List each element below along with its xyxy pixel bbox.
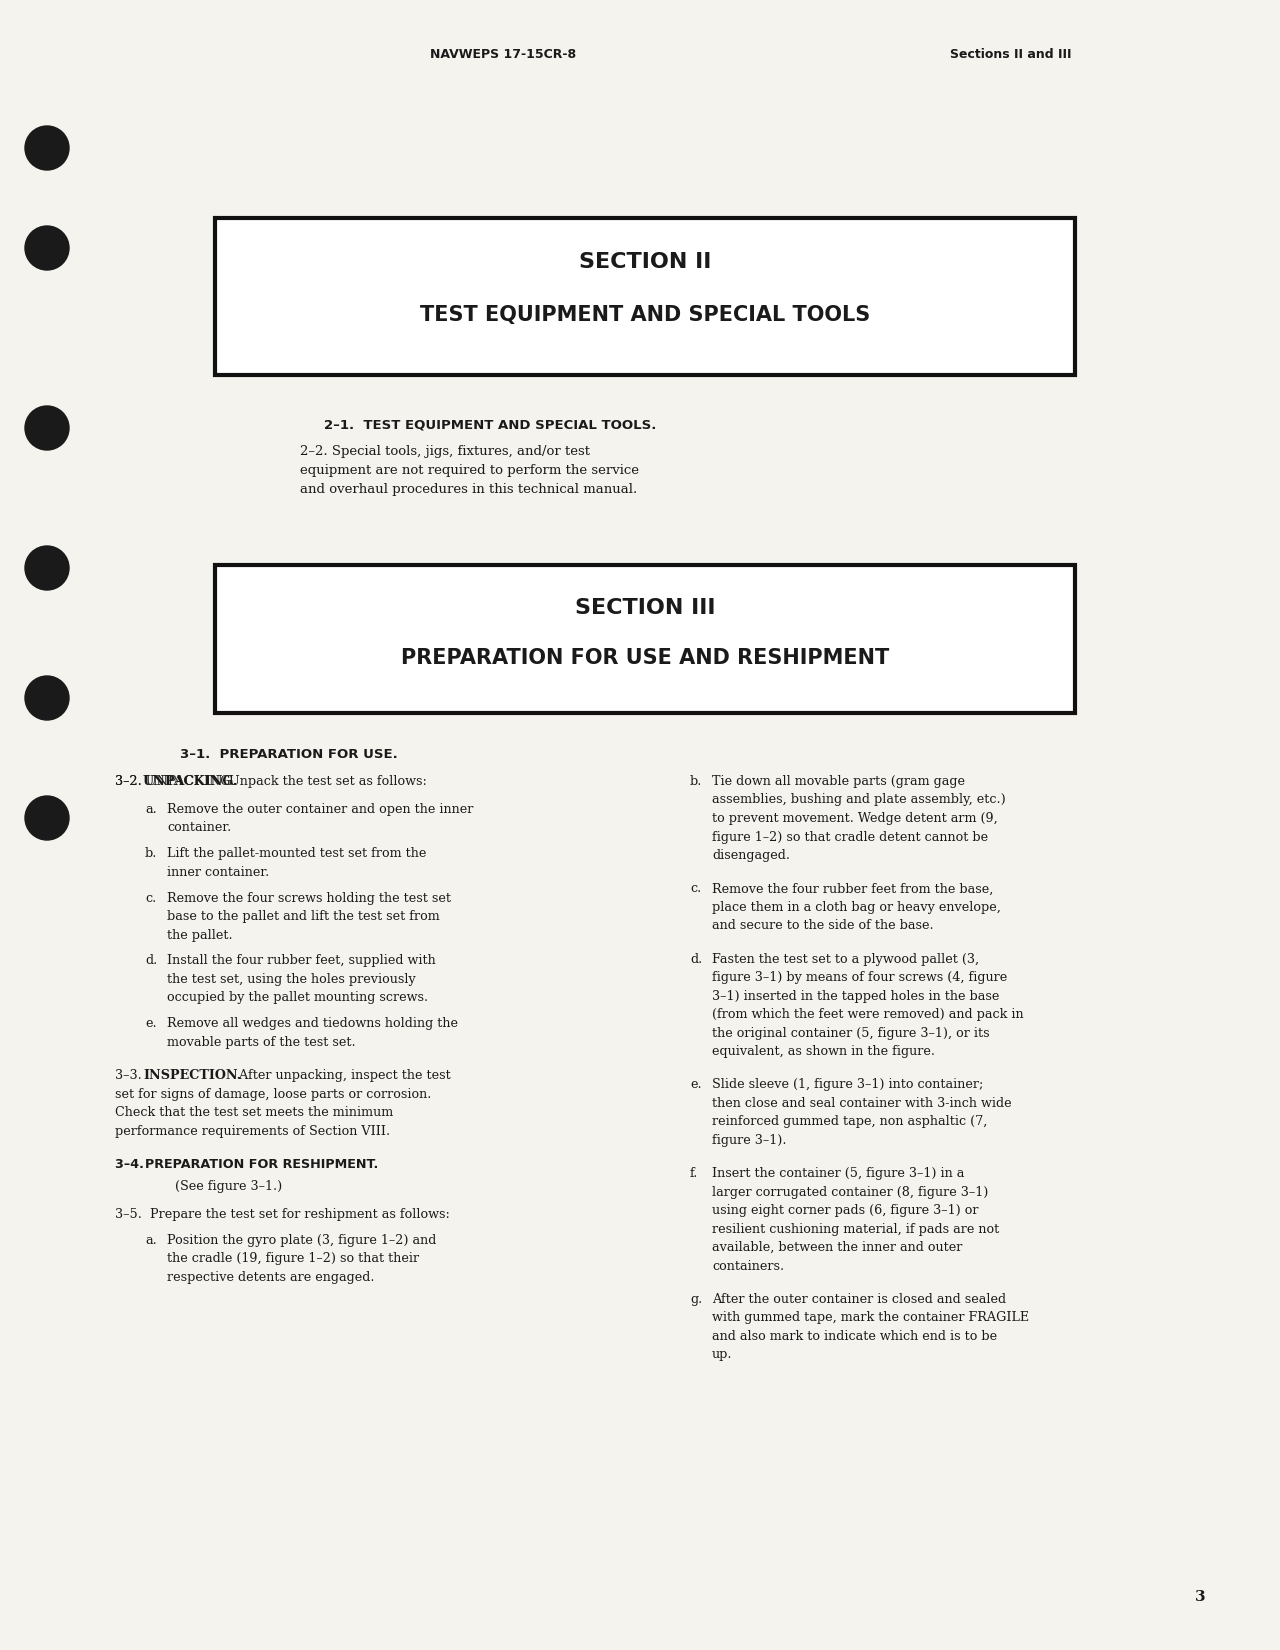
Text: base to the pallet and lift the test set from: base to the pallet and lift the test set… <box>166 911 440 922</box>
Text: Insert the container (5, figure 3–1) in a: Insert the container (5, figure 3–1) in … <box>712 1167 964 1180</box>
Text: disengaged.: disengaged. <box>712 850 790 861</box>
Text: g.: g. <box>690 1294 703 1307</box>
Bar <box>215 218 1075 375</box>
Text: figure 3–1).: figure 3–1). <box>712 1134 786 1147</box>
Circle shape <box>26 406 69 450</box>
Text: 3–2.: 3–2. <box>115 776 146 789</box>
Circle shape <box>26 226 69 271</box>
Text: available, between the inner and outer: available, between the inner and outer <box>712 1241 963 1254</box>
Text: up.: up. <box>712 1348 732 1361</box>
Text: 3–1.  PREPARATION FOR USE.: 3–1. PREPARATION FOR USE. <box>180 747 398 761</box>
Text: Lift the pallet-mounted test set from the: Lift the pallet-mounted test set from th… <box>166 846 426 860</box>
Text: Remove the outer container and open the inner: Remove the outer container and open the … <box>166 804 474 815</box>
Text: figure 1–2) so that cradle detent cannot be: figure 1–2) so that cradle detent cannot… <box>712 830 988 843</box>
Text: set for signs of damage, loose parts or corrosion.: set for signs of damage, loose parts or … <box>115 1087 431 1101</box>
Circle shape <box>26 125 69 170</box>
Text: 3–2. UNPACKING.: 3–2. UNPACKING. <box>115 776 234 789</box>
Text: PREPARATION FOR RESHIPMENT.: PREPARATION FOR RESHIPMENT. <box>145 1158 379 1172</box>
Text: 2–2. Special tools, jigs, fixtures, and/or test: 2–2. Special tools, jigs, fixtures, and/… <box>300 446 590 459</box>
Text: 3–4.: 3–4. <box>115 1158 148 1172</box>
Text: equipment are not required to perform the service: equipment are not required to perform th… <box>300 464 639 477</box>
Text: b.: b. <box>690 776 703 789</box>
Text: 3–5.: 3–5. <box>115 1208 142 1221</box>
Text: and also mark to indicate which end is to be: and also mark to indicate which end is t… <box>712 1330 997 1343</box>
Text: Tie down all movable parts (gram gage: Tie down all movable parts (gram gage <box>712 776 965 789</box>
Text: c.: c. <box>145 891 156 904</box>
Text: the pallet.: the pallet. <box>166 929 233 942</box>
Text: Remove the four screws holding the test set: Remove the four screws holding the test … <box>166 891 451 904</box>
Text: Position the gyro plate (3, figure 1–2) and: Position the gyro plate (3, figure 1–2) … <box>166 1234 436 1247</box>
Text: d.: d. <box>690 952 703 965</box>
Text: 2–1.  TEST EQUIPMENT AND SPECIAL TOOLS.: 2–1. TEST EQUIPMENT AND SPECIAL TOOLS. <box>324 417 657 431</box>
Text: using eight corner pads (6, figure 3–1) or: using eight corner pads (6, figure 3–1) … <box>712 1204 978 1218</box>
Text: TEST EQUIPMENT AND SPECIAL TOOLS: TEST EQUIPMENT AND SPECIAL TOOLS <box>420 305 870 325</box>
Text: Unpack the test set as follows:: Unpack the test set as follows: <box>225 776 426 789</box>
Text: with gummed tape, mark the container FRAGILE: with gummed tape, mark the container FRA… <box>712 1312 1029 1325</box>
Text: place them in a cloth bag or heavy envelope,: place them in a cloth bag or heavy envel… <box>712 901 1001 914</box>
Text: Slide sleeve (1, figure 3–1) into container;: Slide sleeve (1, figure 3–1) into contai… <box>712 1079 983 1091</box>
Text: NAVWEPS 17-15CR-8: NAVWEPS 17-15CR-8 <box>430 48 576 61</box>
Text: Remove the four rubber feet from the base,: Remove the four rubber feet from the bas… <box>712 883 993 896</box>
Text: performance requirements of Section VIII.: performance requirements of Section VIII… <box>115 1125 390 1137</box>
Text: 3–3.: 3–3. <box>115 1069 146 1082</box>
Text: and overhaul procedures in this technical manual.: and overhaul procedures in this technica… <box>300 483 637 497</box>
Text: figure 3–1) by means of four screws (4, figure: figure 3–1) by means of four screws (4, … <box>712 972 1007 983</box>
Text: (See figure 3–1.): (See figure 3–1.) <box>175 1180 283 1193</box>
Text: larger corrugated container (8, figure 3–1): larger corrugated container (8, figure 3… <box>712 1186 988 1198</box>
Text: SECTION II: SECTION II <box>579 252 712 272</box>
Text: movable parts of the test set.: movable parts of the test set. <box>166 1036 356 1049</box>
Bar <box>215 564 1075 713</box>
Text: 3–1) inserted in the tapped holes in the base: 3–1) inserted in the tapped holes in the… <box>712 990 1000 1003</box>
Text: 3: 3 <box>1194 1591 1206 1604</box>
Text: then close and seal container with 3-inch wide: then close and seal container with 3-inc… <box>712 1097 1011 1110</box>
Text: and secure to the side of the base.: and secure to the side of the base. <box>712 919 933 932</box>
Text: f.: f. <box>690 1167 699 1180</box>
Text: inner container.: inner container. <box>166 866 269 879</box>
Text: Remove all wedges and tiedowns holding the: Remove all wedges and tiedowns holding t… <box>166 1018 458 1030</box>
Text: resilient cushioning material, if pads are not: resilient cushioning material, if pads a… <box>712 1223 1000 1236</box>
Text: b.: b. <box>145 846 157 860</box>
Text: the test set, using the holes previously: the test set, using the holes previously <box>166 974 416 987</box>
Text: d.: d. <box>145 954 157 967</box>
Text: PREPARATION FOR USE AND RESHIPMENT: PREPARATION FOR USE AND RESHIPMENT <box>401 648 890 668</box>
Text: Prepare the test set for reshipment as follows:: Prepare the test set for reshipment as f… <box>150 1208 449 1221</box>
Text: equivalent, as shown in the figure.: equivalent, as shown in the figure. <box>712 1044 934 1058</box>
Text: Sections II and III: Sections II and III <box>950 48 1071 61</box>
Text: INSPECTION.: INSPECTION. <box>143 1069 241 1082</box>
Circle shape <box>26 676 69 719</box>
Text: Install the four rubber feet, supplied with: Install the four rubber feet, supplied w… <box>166 954 435 967</box>
Text: c.: c. <box>690 883 701 896</box>
Text: the original container (5, figure 3–1), or its: the original container (5, figure 3–1), … <box>712 1026 989 1040</box>
Text: e.: e. <box>690 1079 701 1091</box>
Text: After the outer container is closed and sealed: After the outer container is closed and … <box>712 1294 1006 1307</box>
Text: UNPACKING.: UNPACKING. <box>143 776 238 789</box>
Text: SECTION III: SECTION III <box>575 597 716 619</box>
Text: e.: e. <box>145 1018 156 1030</box>
Text: Check that the test set meets the minimum: Check that the test set meets the minimu… <box>115 1106 393 1119</box>
Text: Fasten the test set to a plywood pallet (3,: Fasten the test set to a plywood pallet … <box>712 952 979 965</box>
Text: reinforced gummed tape, non asphaltic (7,: reinforced gummed tape, non asphaltic (7… <box>712 1115 987 1129</box>
Circle shape <box>26 546 69 591</box>
Circle shape <box>26 795 69 840</box>
Text: assemblies, bushing and plate assembly, etc.): assemblies, bushing and plate assembly, … <box>712 794 1006 807</box>
Text: (from which the feet were removed) and pack in: (from which the feet were removed) and p… <box>712 1008 1024 1021</box>
Text: to prevent movement. Wedge detent arm (9,: to prevent movement. Wedge detent arm (9… <box>712 812 997 825</box>
Text: the cradle (19, figure 1–2) so that their: the cradle (19, figure 1–2) so that thei… <box>166 1252 419 1266</box>
Text: After unpacking, inspect the test: After unpacking, inspect the test <box>236 1069 451 1082</box>
Text: a.: a. <box>145 1234 156 1247</box>
Text: respective detents are engaged.: respective detents are engaged. <box>166 1270 375 1284</box>
Text: a.: a. <box>145 804 156 815</box>
Text: containers.: containers. <box>712 1259 785 1272</box>
Text: occupied by the pallet mounting screws.: occupied by the pallet mounting screws. <box>166 992 428 1005</box>
Text: container.: container. <box>166 822 232 835</box>
